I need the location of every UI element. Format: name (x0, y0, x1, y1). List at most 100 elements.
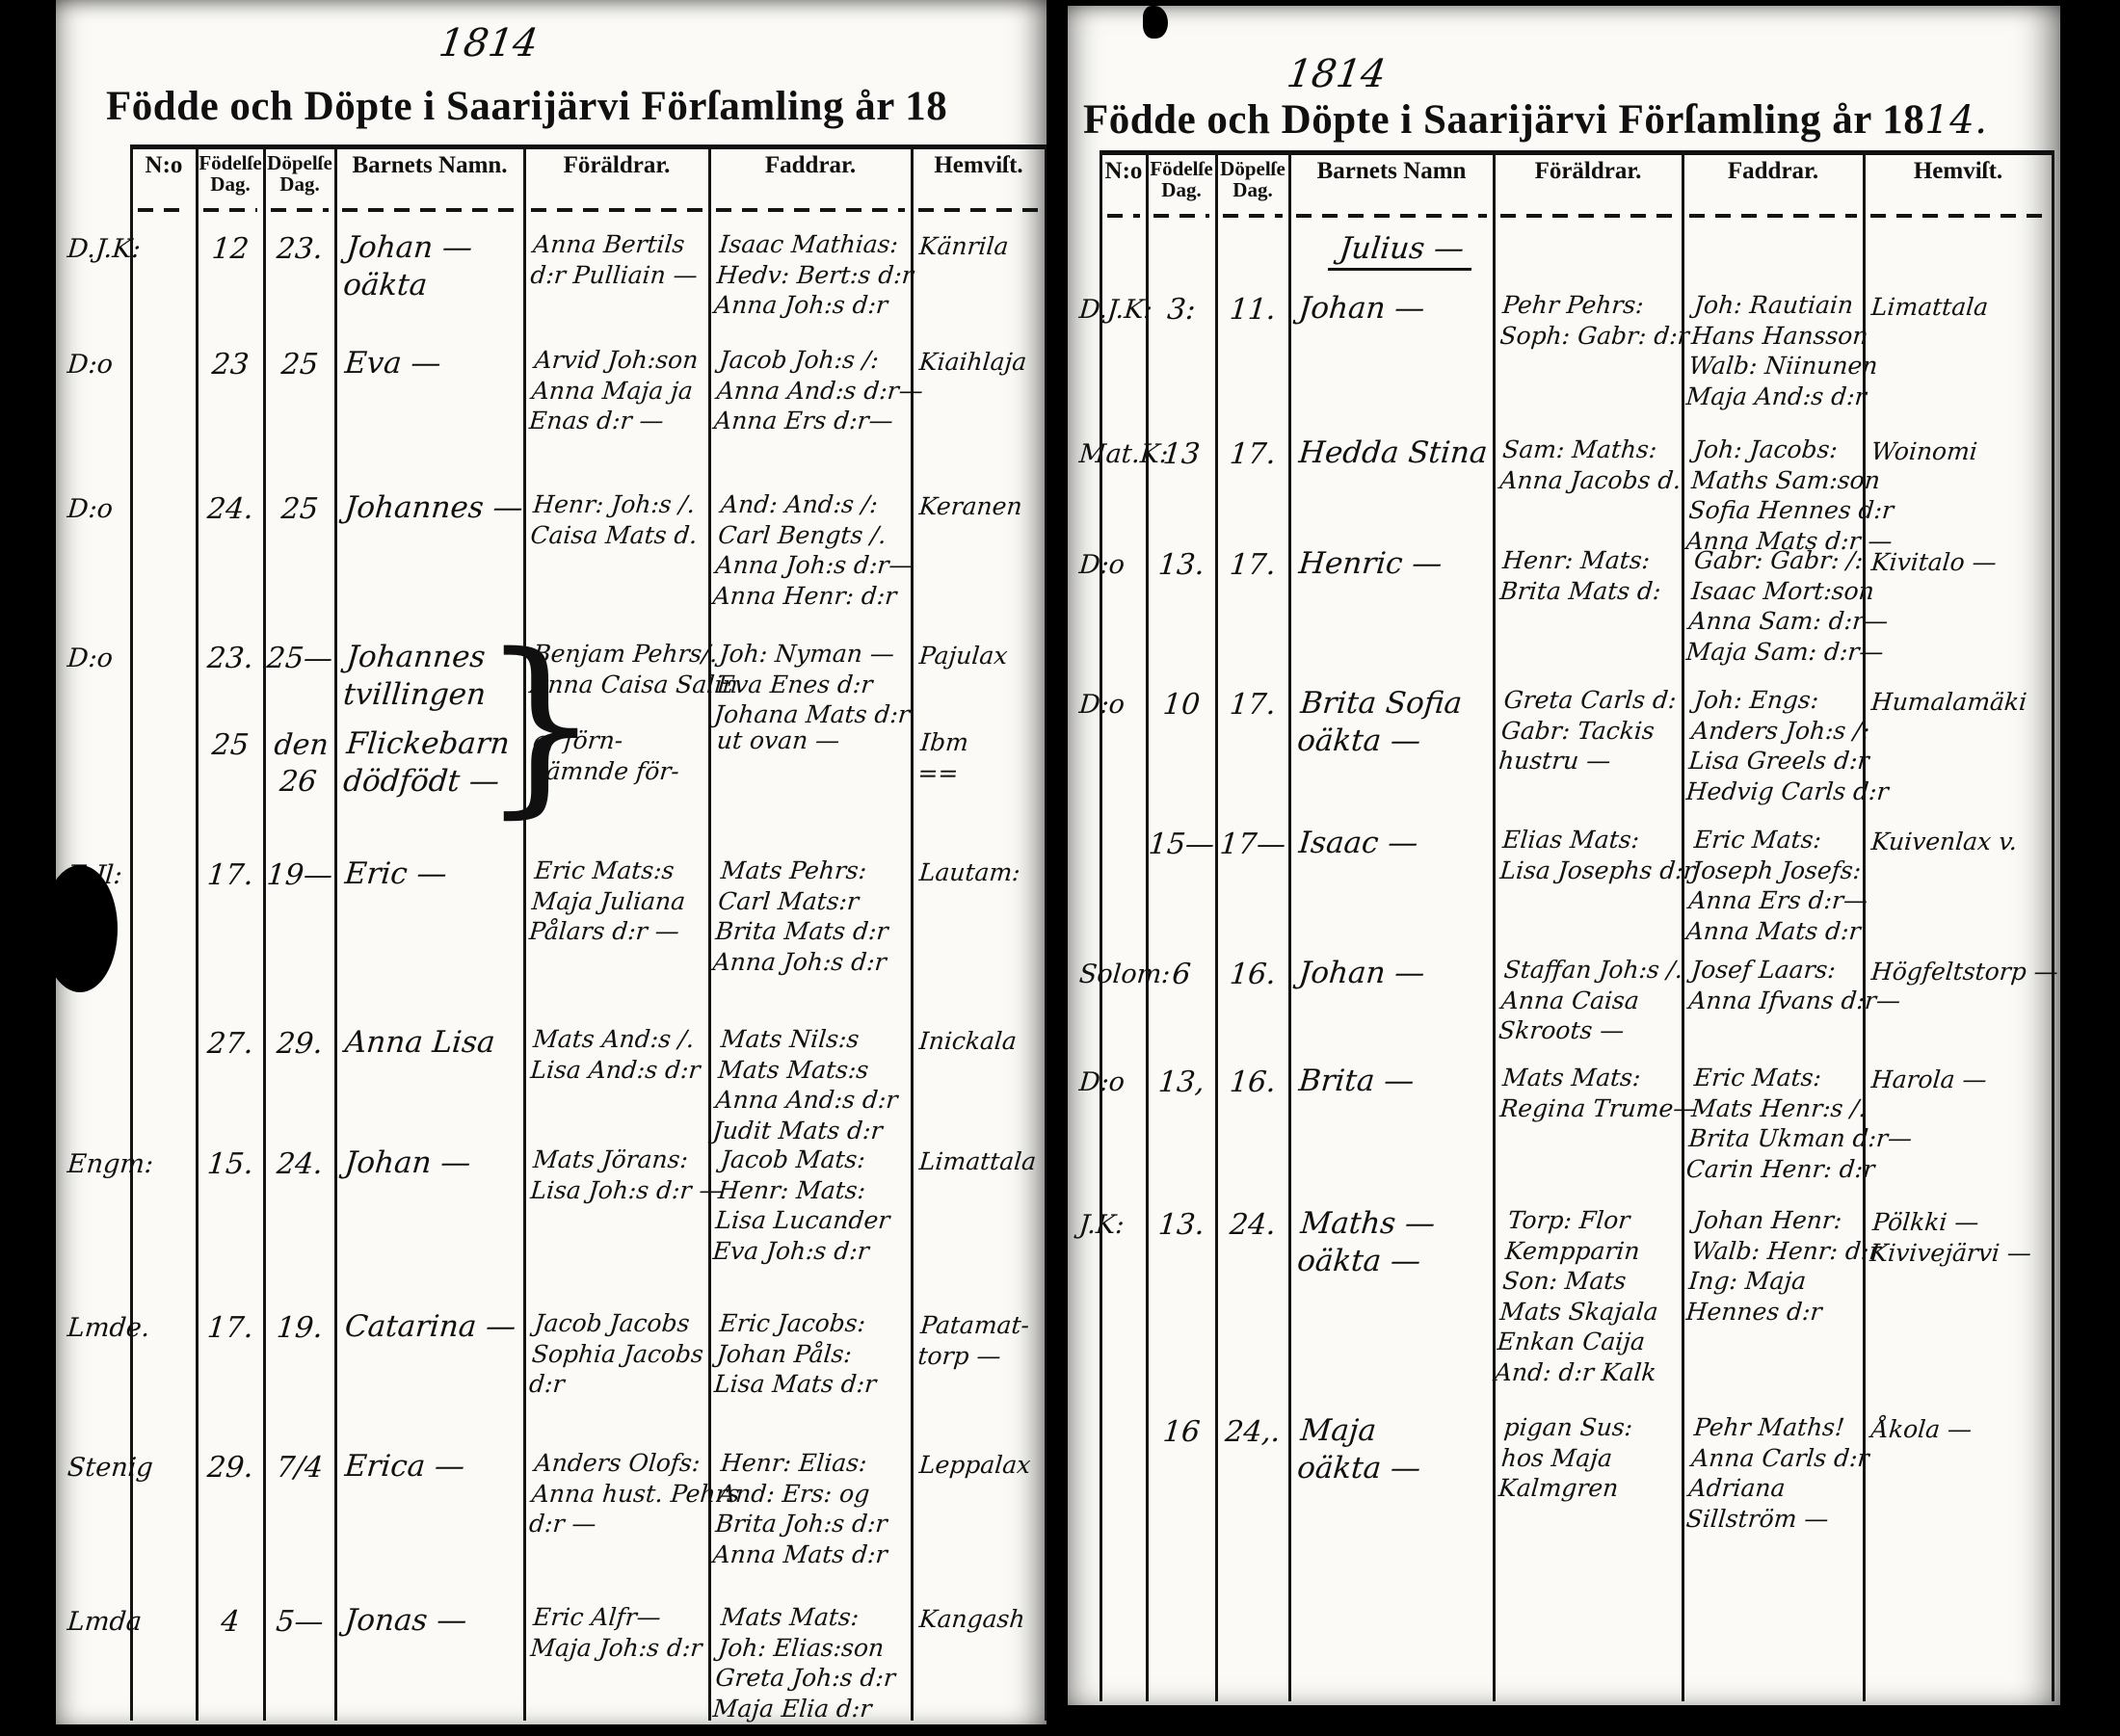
cell-baptism-day: 24,. (1214, 1414, 1290, 1451)
table-column-line (1100, 150, 1102, 1701)
child-name-line: oäkta — (1295, 723, 1422, 759)
residence-line: Kivitalo — (1869, 548, 1999, 576)
register-table-right: N:o Födelſe Dag. Döpelſe Dag. Barnets Namn För… (1068, 150, 2060, 1701)
table-column-line (708, 145, 711, 1721)
godparents-line: Anna And:s d:r— (715, 376, 925, 405)
birth-day-line: 6 (1170, 958, 1193, 991)
table-column-line (130, 145, 133, 1721)
godparents-line: Lisa Lucander (714, 1206, 891, 1234)
child-name-line: oäkta — (1295, 1244, 1422, 1279)
baptism-day-line: 19. (275, 1311, 325, 1345)
cell-baptism-day: 16. (1214, 1065, 1290, 1101)
godparents-line: Mats Mats: (719, 1603, 861, 1631)
cell-baptism-day: 16. (1214, 957, 1290, 993)
column-header-label: Dag. (279, 171, 320, 196)
cell-margin-note: Stenig (56, 1452, 209, 1485)
column-header: Döpelſe Dag. (1218, 158, 1287, 201)
cell-residence: Patamat-torp — (909, 1310, 1047, 1371)
cell-godparents: Mats Mats: Joh: Elias:son Greta Joh:s d:r M… (703, 1602, 924, 1723)
child-name-line: Maths — (1299, 1206, 1437, 1241)
cell-birth-day: 29. (195, 1450, 265, 1486)
godparents-line: And: Ers: og (717, 1479, 871, 1508)
residence-line: Patamat- (919, 1311, 1031, 1339)
child-name-line: oäkta — (1295, 1451, 1422, 1486)
column-header-label: Föräldrar. (563, 152, 671, 178)
cell-parents: Anna Bertils d:r Pulliain — (521, 229, 720, 290)
cell-margin-note: Lmde. (56, 1312, 209, 1345)
cell-child-name: Eva — (333, 345, 535, 382)
handwritten-year-note: 1814 (1284, 52, 1390, 96)
header-underline-dashes (918, 208, 1039, 212)
parents-line: Eric Alfr— (532, 1603, 663, 1631)
column-header: Födelſe Dag. (199, 151, 262, 196)
column-header: Föräldrar. (1496, 159, 1681, 184)
column-header-label: Döpelſe (267, 151, 332, 174)
godparents-line: Carl Mats:r (717, 886, 861, 915)
parents-line: Son: Mats (1501, 1267, 1628, 1295)
cell-residence: Högfeltstorp — (1863, 957, 2060, 987)
column-header-label: Barnets Namn. (352, 152, 508, 178)
cell-residence: Inickala (911, 1026, 1047, 1057)
column-header-label: Födelſe (199, 151, 262, 174)
table-top-rule (131, 145, 1046, 149)
cell-baptism-day: 19— (262, 857, 336, 894)
godparents-line: Henr: Elias: (719, 1449, 868, 1477)
residence-line: Humalamäki (1869, 688, 2028, 716)
margin-note-line: Engm: (66, 1149, 155, 1179)
cell-birth-day: 13. (1145, 1207, 1217, 1244)
godparents-line: Anders Joh:s /: (1690, 716, 1871, 745)
page-title-printed: Födde och Döpte i Saarijärvi Förſamling … (106, 84, 948, 129)
cell-birth-day: 6 (1145, 957, 1217, 993)
cell-margin-note: D:o (56, 493, 209, 526)
cell-child-name: Henric — (1287, 545, 1504, 583)
table-column-line (1493, 150, 1496, 1701)
godparents-line: Maja And:s d:r (1684, 381, 1868, 410)
cell-godparents: Eric Jacobs: Johan Påls: Lisa Mats d:r (705, 1308, 923, 1400)
column-header-label: Dag. (1232, 177, 1273, 201)
cell-child-name: Hedda Stina (1287, 434, 1504, 472)
godparents-line: Judit Mats d:r (711, 1116, 884, 1144)
cell-residence: Lautam: (911, 857, 1047, 888)
godparents-line: Anna Joh:s d:r— (714, 551, 914, 579)
cell-birth-day: 17. (195, 1310, 265, 1347)
cell-child-name: Johan — (1287, 955, 1504, 992)
parents-line: Elias Mats: (1501, 826, 1641, 854)
page-title-printed: Födde och Döpte i Saarijärvi Förſamling … (1083, 97, 1925, 143)
cell-child-name: Anna Lisa (333, 1024, 535, 1062)
table-column-line (1146, 150, 1149, 1701)
godparents-line: Jacob Mats: (719, 1145, 867, 1173)
cell-child-name: Johannes — (333, 489, 535, 527)
cell-residence: Ibm == (909, 727, 1047, 788)
godparents-line: Anna Sam: d:r— (1687, 607, 1890, 635)
cell-residence: Leppalax (911, 1450, 1047, 1481)
cell-godparents: ut ovan — (708, 725, 921, 756)
parents-line: Skroots — (1497, 1016, 1626, 1044)
cell-birth-day: 13. (1145, 547, 1217, 584)
residence-line: Högfeltstorp — (1869, 958, 2060, 986)
cell-residence: Kivitalo — (1863, 547, 2060, 578)
header-underline-dashes (531, 208, 702, 212)
parents-line: Lisa And:s d:r (529, 1055, 702, 1084)
parents-line: Kalmgren (1497, 1474, 1620, 1502)
column-header: Faddrar. (1684, 159, 1862, 184)
cell-parents: Eric Alfr— Maja Joh:s d:r (521, 1602, 720, 1663)
child-name-line: Jonas — (343, 1603, 468, 1638)
column-header: Barnets Namn (1291, 159, 1492, 184)
residence-line: == (916, 758, 960, 787)
cell-child-name: Isaac — (1287, 825, 1504, 862)
godparents-line: Eric Mats: (1692, 1064, 1823, 1092)
godparents-line: Joseph Josefs: (1690, 855, 1863, 884)
table-column-line (2052, 150, 2054, 1701)
godparents-line: Anna Ers d:r— (712, 407, 895, 434)
parents-line: Anna hust. Pehrs (530, 1479, 741, 1508)
cell-birth-day: 23 (195, 347, 265, 383)
birth-day-line: 10 (1161, 688, 1202, 722)
birth-day-line: 13, (1156, 1065, 1206, 1099)
column-header-label: Hemviſt. (1913, 158, 2003, 184)
birth-day-line: 25 (210, 728, 251, 762)
cell-parents: Greta Carls d: Gabr: Tackis hustru — (1490, 685, 1694, 776)
child-name-line: Johannes — (343, 490, 525, 525)
godparents-line: Josef Laars: (1690, 956, 1838, 984)
godparents-line: Maja Elia d:r (711, 1694, 873, 1723)
birth-day-line: 24. (205, 492, 255, 526)
